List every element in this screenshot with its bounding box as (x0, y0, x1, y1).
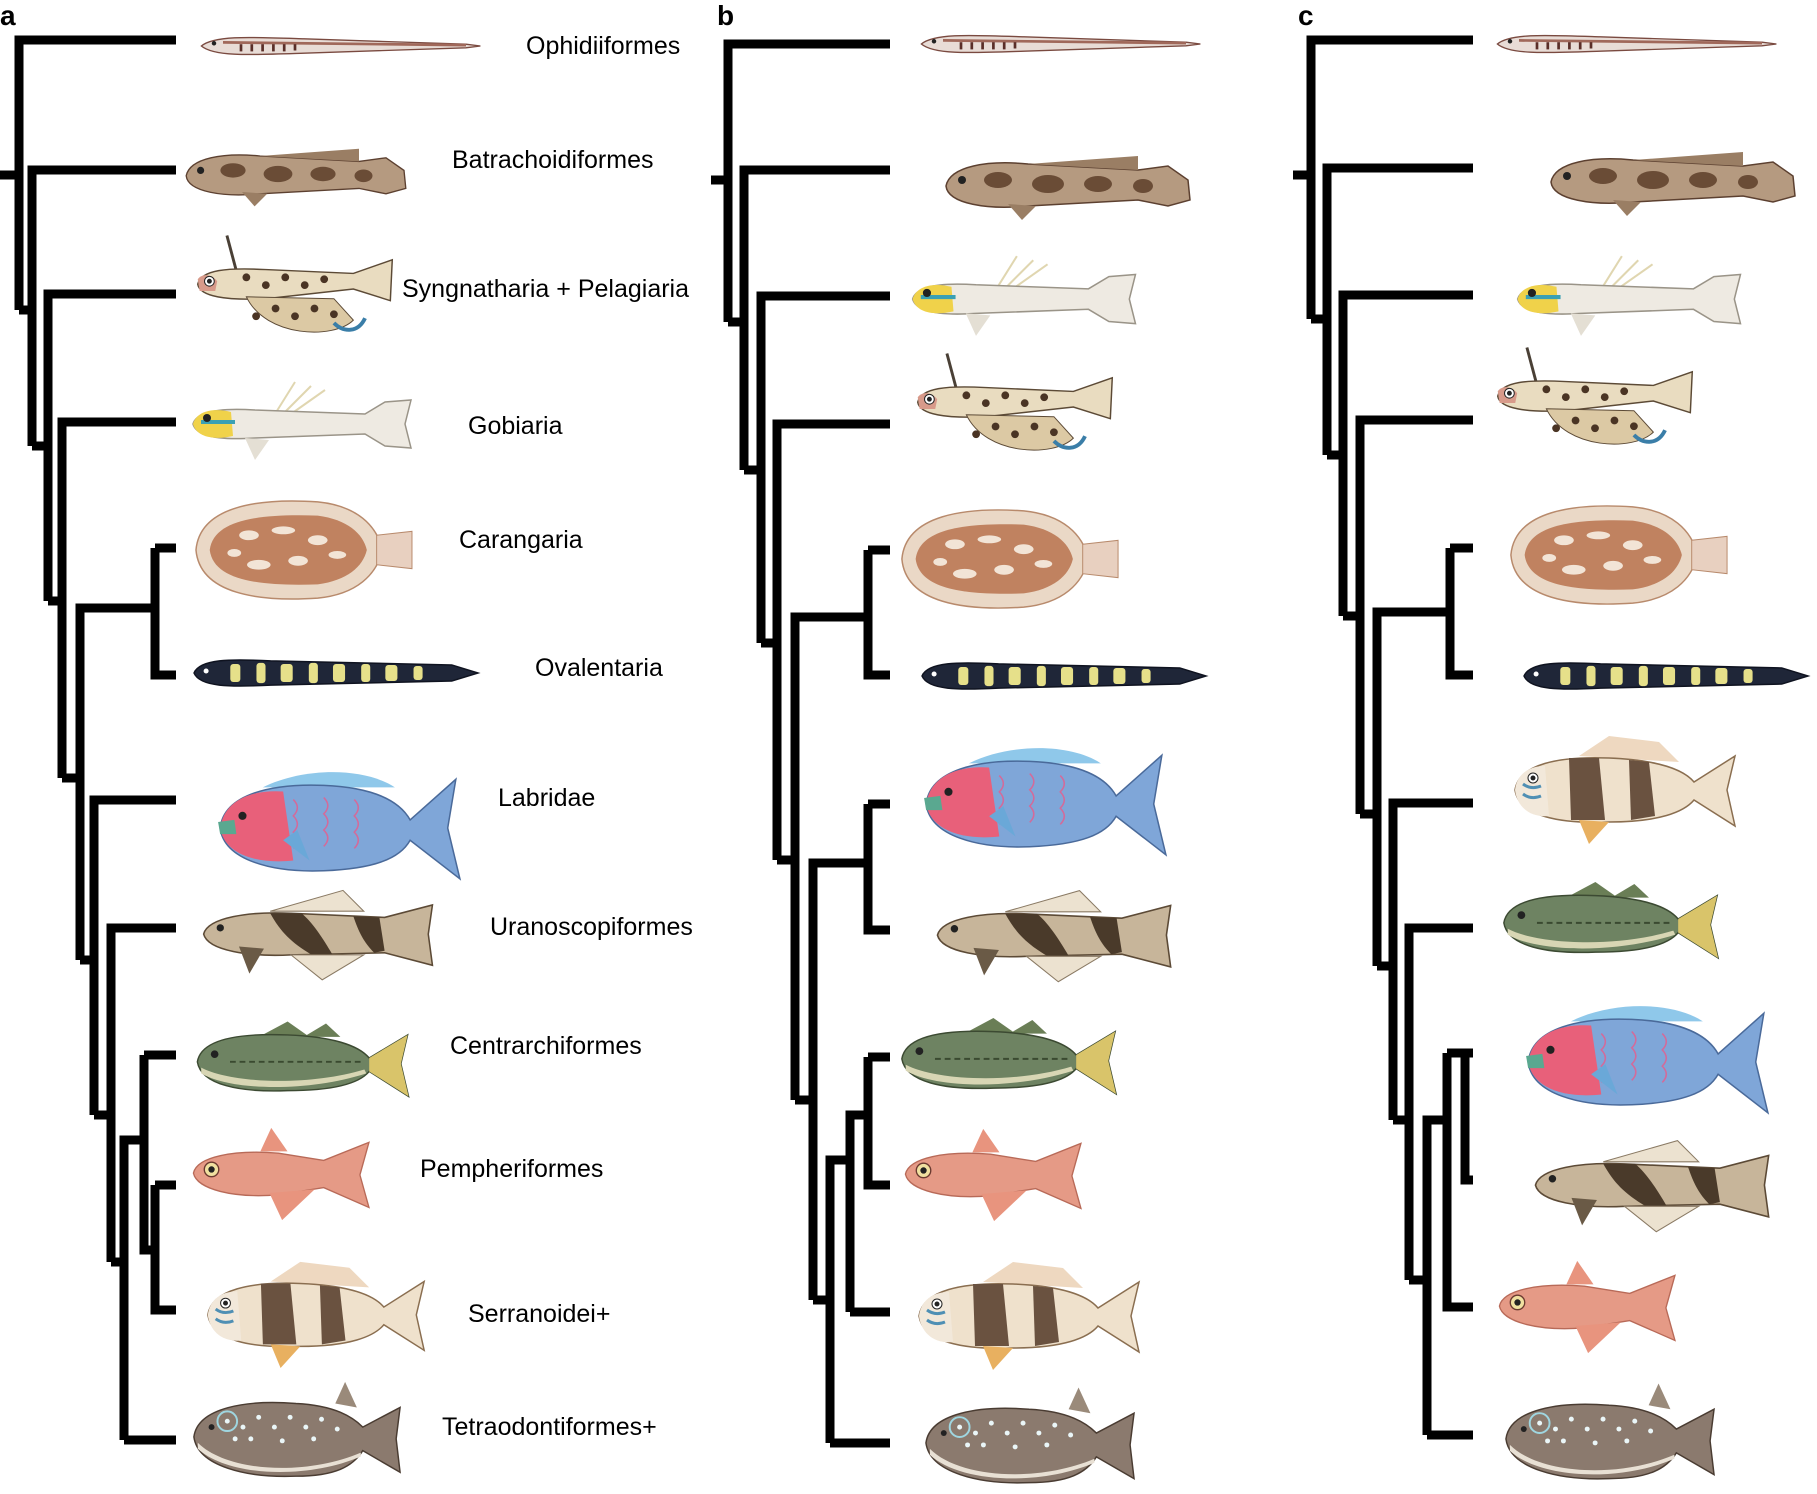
eel-blenny-illustration (1523, 662, 1809, 690)
panel-b-fish (900, 33, 1207, 1484)
bass-illustration (1502, 881, 1720, 959)
sweeper-illustration (192, 1127, 370, 1221)
panel-a-tree (0, 35, 176, 1445)
branch (790, 612, 868, 1100)
branch (14, 35, 176, 310)
taxon-label: Ovalentaria (535, 654, 663, 682)
branch (89, 795, 176, 1115)
bass-illustration (196, 1020, 410, 1098)
branch (772, 419, 890, 860)
taxon-label: Labridae (498, 784, 595, 812)
branch (1388, 798, 1473, 1120)
branch (27, 165, 176, 446)
perch-illustration (1513, 734, 1737, 846)
eel-blenny-illustration (193, 659, 479, 687)
sweeper-illustration (904, 1128, 1082, 1222)
dragonet-illustration (1498, 348, 1693, 445)
taxon-label: Batrachoidiformes (452, 146, 653, 174)
panel-a-letter: a (0, 0, 16, 31)
branch (845, 1110, 868, 1312)
parrotfish-illustration (923, 747, 1167, 856)
taxon-label: Gobiaria (468, 412, 563, 440)
taxon-label: Uranoscopiformes (490, 913, 693, 941)
branch (863, 1057, 890, 1190)
cusk-eel-illustration (919, 33, 1202, 55)
branch (150, 548, 176, 680)
taxon-label: Ophidiiformes (526, 32, 680, 60)
stargazer-illustration (1534, 1139, 1770, 1233)
puffer-illustration (192, 1380, 402, 1478)
branch (106, 923, 176, 1262)
branch (1442, 1053, 1473, 1312)
cusk-eel-illustration (1495, 33, 1778, 55)
panel-a-labels: Ophidiiformes Batrachoidiformes Syngnath… (402, 32, 693, 1441)
panel-c-fish (1495, 33, 1809, 1480)
puffer-illustration (924, 1386, 1136, 1484)
taxon-label: Syngnatharia + Pelagiaria (402, 275, 689, 303)
branch (1422, 1115, 1447, 1435)
puffer-illustration (1504, 1382, 1716, 1480)
toadfish-illustration (1550, 151, 1796, 217)
perch-illustration (917, 1260, 1141, 1372)
flatfish-illustration (1510, 505, 1728, 605)
panel-b-tree (711, 39, 890, 1448)
taxon-label: Tetraodontiformes+ (442, 1413, 657, 1441)
taxon-label: Pempheriformes (420, 1155, 603, 1183)
taxon-label: Serranoidei+ (468, 1300, 610, 1328)
flatfish-illustration (901, 509, 1119, 609)
branch (1322, 163, 1473, 455)
perch-illustration (206, 1260, 426, 1370)
panel-c-tree (1293, 35, 1473, 1440)
flatfish-illustration (195, 500, 413, 600)
eel-blenny-illustration (921, 662, 1207, 690)
branch (119, 1135, 144, 1440)
toadfish-illustration (185, 148, 407, 208)
goby-illustration (193, 382, 411, 460)
branch (1355, 415, 1473, 814)
goby-illustration (1518, 256, 1741, 336)
branch (1372, 607, 1450, 966)
branch (863, 550, 890, 680)
parrotfish-illustration (1525, 1005, 1769, 1114)
bass-illustration (900, 1017, 1118, 1095)
branch (150, 1185, 176, 1315)
branch (1445, 548, 1473, 680)
taxon-label: Centrarchiformes (450, 1032, 642, 1060)
branch (1460, 1053, 1473, 1185)
toadfish-illustration (945, 155, 1191, 221)
taxon-label: Carangaria (459, 526, 583, 554)
panel-a-fish (185, 35, 482, 1478)
branch (808, 858, 868, 1300)
branch (1306, 35, 1473, 319)
dragonet-illustration (198, 236, 393, 333)
branch (75, 603, 155, 960)
branch (43, 289, 176, 601)
branch (1338, 290, 1473, 616)
stargazer-illustration (202, 889, 434, 981)
branch (739, 165, 890, 470)
branch (825, 1155, 850, 1443)
cusk-eel-illustration (199, 35, 482, 57)
branch (723, 39, 890, 322)
dragonet-illustration (918, 354, 1113, 451)
panel-b-letter: b (717, 0, 734, 31)
branch (1404, 923, 1473, 1280)
sweeper-illustration (1498, 1260, 1676, 1354)
branch (57, 417, 176, 778)
parrotfish-illustration (217, 771, 461, 880)
panel-c-letter: c (1298, 0, 1314, 31)
branch (863, 804, 890, 935)
branch (756, 291, 890, 643)
goby-illustration (913, 256, 1136, 336)
stargazer-illustration (936, 889, 1172, 983)
